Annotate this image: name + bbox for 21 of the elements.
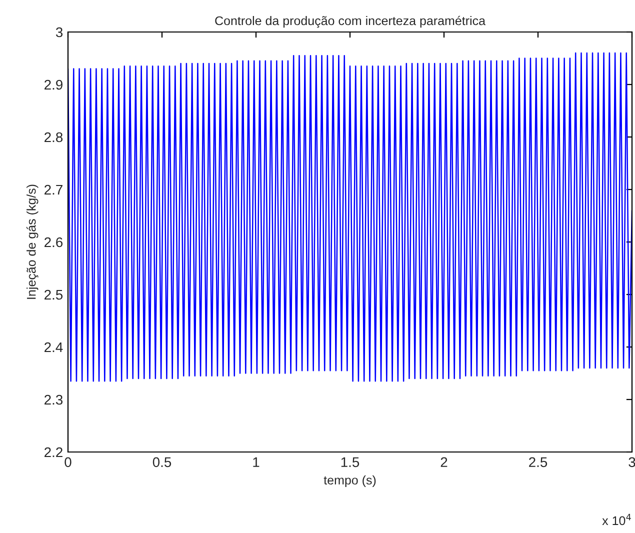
chart-title: Controle da produção com incerteza paramétrica <box>215 16 486 28</box>
y-tick-label: 2.7 <box>44 184 62 195</box>
y-tick-label: 2.2 <box>44 447 62 458</box>
x-tick-label: 0 <box>64 457 72 468</box>
y-tick-label: 2.6 <box>44 237 63 248</box>
y-tick-label: 2.8 <box>44 132 63 142</box>
y-tick-label: 2.3 <box>44 394 63 405</box>
y-tick-label: 2.5 <box>44 290 63 300</box>
x-tick-label: 2.5 <box>529 457 548 468</box>
x-axis-title: tempo (s) <box>324 475 376 488</box>
line-series <box>68 52 632 382</box>
x-tick-label: 1 <box>253 457 260 467</box>
text: x 10$^{4}$ <box>602 514 631 526</box>
y-tick-label: 3 <box>56 27 63 38</box>
y-tick-label: 2.9 <box>44 80 62 90</box>
x-tick-label: 1.5 <box>341 457 360 468</box>
x-tick-label: 2 <box>440 457 448 467</box>
y-tick-label: 2.4 <box>44 342 63 352</box>
y-axis-title: Injeção de gás (kg/s) <box>26 184 38 299</box>
x-tick-label: 3 <box>628 457 635 468</box>
x-tick-label: 0.5 <box>152 457 172 468</box>
